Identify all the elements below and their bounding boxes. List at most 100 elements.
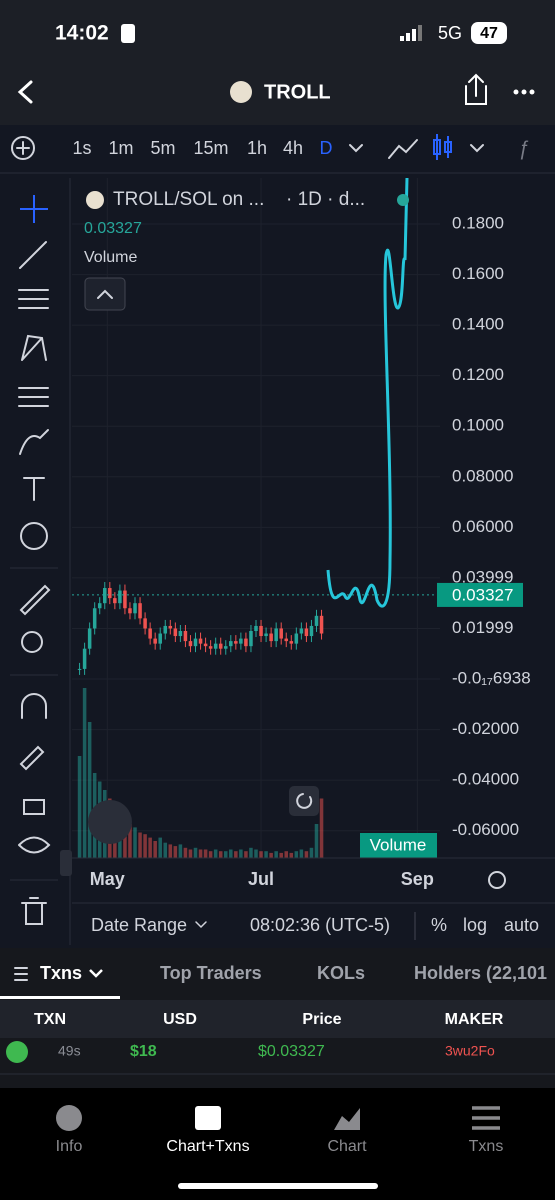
chart-icon[interactable] — [334, 1108, 360, 1130]
nav-label[interactable]: Chart — [327, 1138, 367, 1155]
y-tick-label: 0.1200 — [452, 365, 504, 384]
magnet-tool[interactable] — [21, 693, 47, 719]
pattern-tool[interactable] — [21, 334, 47, 361]
date-range[interactable]: Date Range — [91, 915, 187, 935]
trendline-tool[interactable] — [19, 241, 47, 269]
candle-body — [229, 641, 233, 647]
nav-label[interactable]: Chart+Txns — [166, 1138, 249, 1155]
volume-bar — [304, 851, 309, 858]
back-button[interactable] — [17, 80, 33, 104]
reset-button[interactable] — [289, 786, 319, 816]
timeframe[interactable]: 15m — [193, 138, 228, 158]
indicator-button[interactable]: ƒ — [518, 137, 529, 159]
tab[interactable]: Txns — [40, 963, 82, 983]
volume-bar — [148, 837, 152, 858]
y-tick-label: 0.08000 — [452, 466, 513, 485]
column-header[interactable]: USD — [163, 1011, 197, 1028]
fib-tool[interactable] — [18, 289, 49, 309]
cell: $0.03327 — [258, 1043, 325, 1060]
collapse-icon — [97, 289, 113, 299]
volume-bar — [133, 827, 137, 858]
tab[interactable]: Top Traders — [160, 963, 262, 983]
volume-bar — [319, 798, 324, 858]
delete-tool[interactable] — [21, 897, 47, 925]
toolbar-toggle[interactable] — [60, 850, 72, 876]
volume-bar — [87, 722, 92, 858]
legend-icon — [86, 191, 104, 209]
timeframe[interactable]: 4h — [283, 138, 303, 158]
icon-tool[interactable] — [20, 522, 48, 550]
legend-price: 0.03327 — [84, 220, 142, 237]
visibility-tool[interactable] — [18, 836, 51, 854]
timeframe[interactable]: 1h — [247, 138, 267, 158]
tab[interactable]: Holders (22,101 — [414, 963, 547, 983]
text-tool[interactable] — [23, 477, 45, 501]
line-style[interactable] — [388, 139, 418, 159]
brush-tool[interactable] — [19, 429, 49, 455]
volume-bar — [82, 688, 87, 858]
dropdown — [195, 921, 207, 929]
cell: 49s — [58, 1043, 81, 1059]
candle-body — [158, 633, 162, 644]
dropdown[interactable] — [349, 144, 363, 153]
timeframe[interactable]: 1m — [108, 138, 133, 158]
last-price-box — [437, 582, 523, 607]
candle-body — [113, 598, 117, 604]
timeframe[interactable]: D — [320, 138, 333, 158]
volume-bar — [128, 824, 132, 858]
column-header[interactable]: TXN — [34, 1011, 66, 1028]
candle-style[interactable] — [433, 134, 452, 160]
percent-toggle[interactable]: % — [431, 915, 447, 935]
candle-body — [138, 603, 142, 619]
lock-tool[interactable] — [23, 799, 45, 815]
candle-body — [244, 638, 248, 647]
nav-label[interactable]: Info — [56, 1138, 83, 1155]
info-icon[interactable] — [56, 1105, 82, 1131]
volume-bar — [294, 851, 299, 858]
log-toggle[interactable]: log — [463, 915, 487, 935]
candle-body — [208, 646, 213, 649]
column-header[interactable]: Price — [302, 1011, 341, 1028]
legend-interval: · 1D · d... — [286, 189, 365, 210]
candle-body — [289, 641, 294, 644]
candle-body — [87, 628, 92, 649]
volume-bar — [193, 847, 198, 858]
candle-body — [259, 625, 263, 637]
tab[interactable]: KOLs — [317, 963, 365, 983]
top-area — [0, 0, 555, 125]
axis-settings[interactable] — [488, 871, 506, 889]
timeframe-bar — [0, 125, 555, 173]
nav-label[interactable]: Txns — [469, 1138, 504, 1155]
dropdown[interactable] — [470, 144, 484, 153]
candle-body — [163, 625, 168, 634]
buy-badge — [6, 1041, 28, 1063]
add-icon — [16, 141, 30, 155]
signal — [400, 25, 422, 41]
candle-body — [239, 638, 243, 644]
zoom-tool[interactable] — [21, 631, 43, 653]
projection-tool[interactable] — [18, 387, 49, 407]
column-header[interactable]: MAKER — [445, 1011, 504, 1028]
more-button[interactable] — [513, 89, 535, 95]
candle-body — [133, 603, 137, 614]
tv-logo — [88, 800, 132, 844]
add-button[interactable] — [11, 136, 35, 160]
nav-bar — [0, 1088, 555, 1200]
timeframe[interactable]: 5m — [150, 138, 175, 158]
candle-body — [249, 630, 253, 647]
y-tick-label: 0.1000 — [452, 416, 504, 435]
volume-bar — [178, 844, 183, 858]
crosshair-tool[interactable] — [20, 195, 48, 223]
chart-txns-icon[interactable] — [195, 1106, 221, 1130]
y-tick-label: 0.1800 — [452, 213, 504, 232]
auto-toggle[interactable]: auto — [504, 915, 539, 935]
lock-drawing-tool[interactable] — [19, 745, 45, 771]
timeframe[interactable]: 1s — [72, 138, 91, 158]
collapse-button[interactable] — [84, 277, 126, 311]
measure-tool[interactable] — [19, 584, 51, 616]
volume-bar — [218, 851, 223, 858]
txns-nav-icon[interactable] — [472, 1106, 500, 1130]
share-button[interactable] — [465, 73, 487, 105]
clock-time: 08:02:36 (UTC-5) — [250, 915, 390, 935]
battery-level: 47 — [480, 25, 498, 42]
